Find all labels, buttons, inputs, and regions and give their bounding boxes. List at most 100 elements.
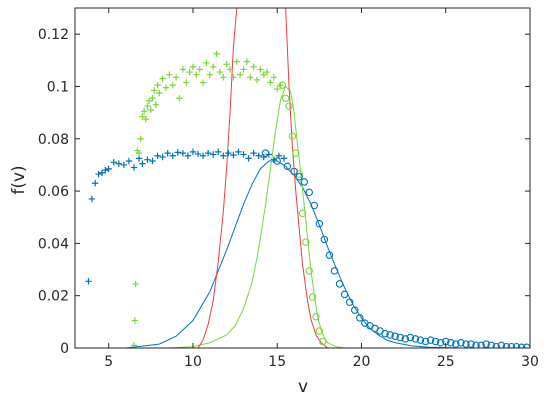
circle-marker-blue	[283, 162, 292, 170]
plus-marker-green	[213, 50, 220, 57]
plus-marker-blue	[149, 157, 156, 165]
circle-marker-blue	[273, 157, 281, 165]
plus-marker-green	[226, 66, 234, 73]
plus-marker-green	[270, 74, 278, 81]
plus-marker-blue	[164, 149, 171, 157]
circle-marker-blue	[421, 337, 430, 346]
plus-marker-green	[186, 68, 193, 76]
plus-marker-blue	[255, 152, 262, 159]
plus-marker-green	[156, 89, 163, 97]
plus-marker-green	[137, 135, 144, 142]
plus-marker-green	[236, 71, 244, 78]
circle-marker-blue	[517, 343, 526, 348]
plus-marker-green	[131, 317, 139, 324]
circle-marker-green	[312, 312, 320, 321]
circle-marker-blue	[472, 341, 480, 348]
plus-marker-green	[149, 95, 156, 102]
plus-marker-green	[253, 76, 261, 84]
series-line-green	[167, 85, 345, 348]
circle-marker-blue	[411, 335, 420, 343]
plus-marker-blue	[280, 155, 288, 162]
circle-marker-blue	[261, 149, 270, 157]
circle-marker-blue	[350, 306, 359, 314]
y-tick-label: 0.04	[38, 236, 69, 252]
plus-marker-green	[247, 74, 254, 81]
x-tick-label: 15	[268, 354, 286, 370]
plus-marker-blue	[139, 160, 146, 167]
plus-marker-green	[263, 68, 271, 76]
plus-marker-green	[152, 101, 160, 108]
plus-marker-blue	[179, 149, 187, 157]
plus-marker-blue	[120, 161, 128, 169]
circle-marker-blue	[406, 333, 415, 342]
plus-marker-green	[179, 66, 187, 73]
circle-marker-blue	[426, 336, 435, 344]
circle-marker-green	[318, 337, 327, 346]
plus-marker-blue	[209, 151, 217, 158]
plus-marker-green	[169, 81, 176, 89]
plus-marker-blue	[105, 165, 112, 173]
circle-marker-green	[298, 209, 307, 218]
plus-marker-green	[172, 74, 180, 81]
plus-marker-green	[250, 63, 257, 71]
x-tick-label: 5	[104, 354, 113, 370]
y-tick-label: 0.06	[38, 184, 69, 200]
plus-marker-blue	[230, 151, 237, 159]
plus-marker-blue	[154, 152, 161, 159]
series-line-blue	[125, 160, 530, 348]
plus-marker-blue	[199, 152, 207, 159]
circle-marker-green	[285, 102, 293, 110]
y-tick-label: 0.12	[38, 27, 69, 43]
plus-marker-blue	[85, 278, 92, 285]
plus-marker-blue	[225, 149, 232, 157]
y-tick-label: 0.02	[38, 289, 69, 305]
plus-marker-green	[209, 63, 217, 71]
plus-marker-blue	[189, 148, 197, 156]
circle-marker-blue	[340, 290, 349, 299]
circle-marker-blue	[462, 340, 470, 348]
plus-marker-blue	[98, 169, 106, 176]
x-tick-label: 25	[437, 354, 455, 370]
tick-layer: 5 10 15 20 25 30 0 0.02 0.04 0.06 0.08 0.1 0.12	[38, 8, 539, 370]
plus-marker-green	[223, 61, 230, 68]
circle-marker-blue	[315, 220, 324, 228]
circle-marker-blue	[305, 188, 313, 197]
plus-marker-blue	[174, 149, 181, 156]
circle-marker-green	[305, 267, 313, 275]
plus-marker-blue	[260, 153, 267, 161]
circle-marker-blue	[431, 337, 440, 346]
plus-marker-green	[233, 58, 240, 65]
plus-marker-green	[199, 79, 207, 86]
plus-marker-green	[151, 87, 158, 94]
circle-marker-blue	[401, 335, 410, 343]
circle-marker-blue	[467, 340, 475, 348]
axes-box	[74, 7, 531, 349]
plus-marker-green	[230, 74, 237, 81]
plus-marker-blue	[88, 195, 96, 203]
plus-marker-blue	[235, 148, 242, 156]
plus-marker-green	[196, 66, 203, 73]
plus-marker-blue	[215, 148, 222, 156]
plus-marker-green	[139, 113, 146, 120]
circle-marker-green	[302, 238, 310, 246]
series-line-red	[197, 8, 329, 348]
circle-marker-blue	[457, 339, 465, 347]
plus-marker-green	[243, 58, 251, 65]
plus-marker-green	[206, 71, 214, 78]
circle-marker-blue	[482, 340, 490, 348]
plus-marker-green	[140, 108, 148, 115]
circle-marker-blue	[356, 314, 364, 322]
plus-marker-green	[260, 71, 267, 78]
plus-marker-green	[183, 79, 190, 86]
plus-marker-green	[240, 66, 247, 73]
circle-marker-blue	[447, 339, 455, 347]
plus-marker-green	[267, 79, 274, 86]
circle-marker-blue	[330, 267, 339, 275]
y-tick-label: 0.1	[47, 79, 69, 95]
plus-marker-blue	[92, 180, 99, 187]
circle-marker-blue	[436, 339, 445, 347]
plus-marker-green	[154, 81, 161, 89]
circle-marker-blue	[320, 235, 329, 244]
circle-marker-blue	[396, 333, 404, 342]
plus-marker-blue	[220, 152, 227, 159]
